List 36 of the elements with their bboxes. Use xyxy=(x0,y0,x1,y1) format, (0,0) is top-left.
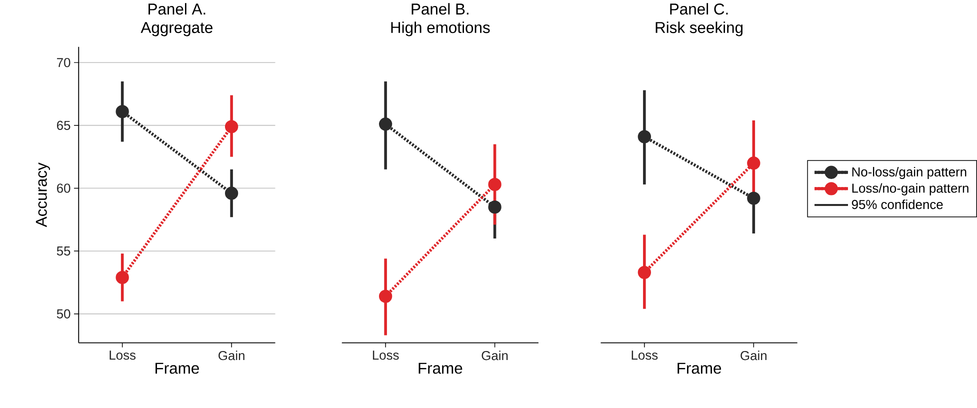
point xyxy=(747,192,760,205)
x-tick-label: Loss xyxy=(372,350,399,360)
legend-label: 95% confidence xyxy=(852,200,943,210)
chart-subtitle: Risk seeking xyxy=(656,22,743,36)
y-tick-label: 65 xyxy=(57,120,70,130)
y-tick-label: 50 xyxy=(56,309,70,318)
chart-subtitle: High emotions xyxy=(391,22,490,36)
x-tick-label: Gain xyxy=(740,350,766,360)
point xyxy=(638,266,652,279)
point xyxy=(116,270,129,284)
y-tick-label: 60 xyxy=(57,184,70,193)
x-tick-label: Loss xyxy=(110,350,136,360)
chart-subtitle: Aggregate xyxy=(140,22,212,36)
point xyxy=(747,156,760,170)
x-tick-label: Gain xyxy=(218,350,244,360)
chart-title: Panel B. xyxy=(412,3,468,15)
point xyxy=(224,186,238,200)
point xyxy=(488,200,502,214)
x-tick-label: Gain xyxy=(482,350,508,360)
point xyxy=(378,290,392,303)
y-tick-label: 55 xyxy=(56,246,70,256)
point xyxy=(488,178,502,191)
x-axis-title: Frame xyxy=(418,362,462,374)
legend-label: No-loss/gain pattern xyxy=(852,166,966,179)
x-tick-label: Loss xyxy=(632,350,658,360)
x-axis-title: Frame xyxy=(156,362,199,374)
point xyxy=(224,120,238,134)
y-axis-title: Accuracy xyxy=(36,162,50,228)
y-tick-label: 70 xyxy=(57,58,70,68)
chart-title: Panel C. xyxy=(670,3,728,15)
legend-label: Loss/no-gain pattern xyxy=(852,183,968,196)
point xyxy=(638,130,652,144)
point xyxy=(378,117,392,131)
chart-title: Panel A. xyxy=(148,3,206,15)
x-axis-title: Frame xyxy=(678,362,722,374)
point xyxy=(116,104,129,118)
